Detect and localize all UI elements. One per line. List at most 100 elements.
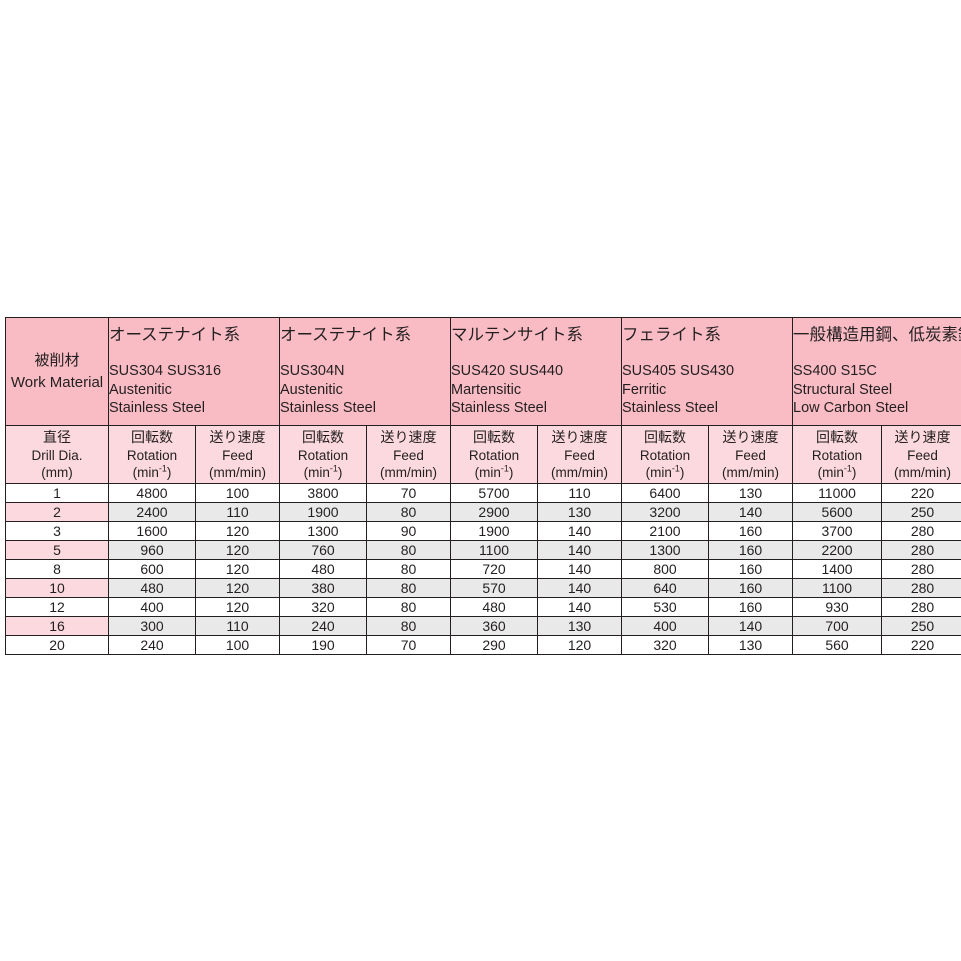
- material-group-1-jp: オーステナイト系: [109, 326, 241, 345]
- work-material-label-jp: 被削材: [34, 351, 80, 369]
- cell-diameter: 10: [5, 577, 109, 598]
- table-row: 1 4800 100 3800 70 5700 110 6400 130 11000 220: [5, 482, 961, 503]
- material-group-5-family: Low Carbon Steel: [793, 400, 909, 417]
- cell-value: 220: [881, 634, 961, 655]
- cell-value: 100: [195, 482, 280, 503]
- cell-value: 140: [707, 615, 794, 636]
- material-group-4-jp: フェライト系: [622, 326, 721, 345]
- cell-value: 80: [366, 615, 451, 636]
- material-group-1-grade: SUS304 SUS316: [109, 362, 222, 379]
- material-group-4-type: Ferritic: [622, 381, 667, 398]
- rotation-label-jp: 回転数: [816, 429, 859, 445]
- column-header-rotation-1: 回転数 Rotation (min-1): [108, 425, 196, 484]
- diameter-label-jp: 直径: [43, 429, 71, 445]
- cell-diameter: 20: [5, 634, 109, 655]
- material-group-3-family: Stainless Steel: [451, 400, 547, 417]
- work-material-header-cell: 被削材 Work Material: [5, 317, 109, 426]
- cell-value: 320: [279, 596, 367, 617]
- cell-value: 100: [195, 634, 280, 655]
- column-header-rotation-5: 回転数 Rotation (min-1): [792, 425, 883, 484]
- rotation-unit: (min-1): [645, 463, 685, 480]
- cell-value: 70: [366, 482, 451, 503]
- material-group-4-grade: SUS405 SUS430: [622, 362, 735, 379]
- cell-value: 2400: [108, 501, 196, 522]
- cell-diameter: 12: [5, 596, 109, 617]
- cell-value: 400: [621, 615, 709, 636]
- cell-value: 280: [881, 596, 961, 617]
- cell-value: 140: [537, 539, 622, 560]
- cell-value: 280: [881, 558, 961, 579]
- material-group-3: マルテンサイト系 SUS420 SUS440 Martensitic Stain…: [450, 317, 622, 426]
- feed-label-jp: 送り速度: [380, 429, 437, 445]
- cell-value: 480: [450, 596, 538, 617]
- column-header-feed-4: 送り速度 Feed (mm/min): [707, 425, 794, 484]
- cell-value: 130: [707, 634, 794, 655]
- cell-value: 120: [195, 558, 280, 579]
- cell-value: 2100: [621, 520, 709, 541]
- cell-value: 1300: [279, 520, 367, 541]
- feed-unit: (mm/min): [722, 464, 779, 480]
- material-group-4: フェライト系 SUS405 SUS430 Ferritic Stainless …: [620, 317, 794, 426]
- material-group-2-grade: SUS304N: [280, 362, 345, 379]
- column-header-feed-3: 送り速度 Feed (mm/min): [537, 425, 622, 484]
- cell-value: 110: [537, 482, 622, 503]
- column-header-rotation-2: 回転数 Rotation (min-1): [279, 425, 367, 484]
- cell-value: 240: [108, 634, 196, 655]
- cell-value: 2900: [450, 501, 538, 522]
- material-group-5: 一般構造用鋼、低炭素鋼 SS400 S15C Structural Steel …: [792, 317, 961, 426]
- rotation-unit: (min-1): [474, 463, 514, 480]
- feed-label-jp: 送り速度: [209, 429, 266, 445]
- cell-value: 110: [195, 615, 280, 636]
- table-row: 2 2400 110 1900 80 2900 130 3200 140 5600 250: [5, 501, 961, 522]
- rotation-label-jp: 回転数: [131, 429, 173, 445]
- material-group-1-family: Stainless Steel: [109, 400, 205, 417]
- column-header-rotation-4: 回転数 Rotation (min-1): [621, 425, 709, 484]
- cell-value: 800: [621, 558, 709, 579]
- work-material-label-en: Work Material: [10, 373, 104, 391]
- cell-value: 70: [366, 634, 451, 655]
- drilling-conditions-table: 被削材 Work Material オーステナイト系 SUS304 SUS316…: [5, 317, 961, 655]
- column-header-diameter: 直径 Drill Dia. (mm): [5, 425, 109, 484]
- cell-value: 120: [195, 539, 280, 560]
- cell-value: 160: [707, 539, 794, 560]
- cell-value: 3800: [279, 482, 367, 503]
- cell-value: 1100: [792, 577, 883, 598]
- feed-unit: (mm/min): [551, 464, 608, 480]
- cell-diameter: 16: [5, 615, 109, 636]
- feed-label-jp: 送り速度: [722, 429, 779, 445]
- cell-value: 290: [450, 634, 538, 655]
- cell-value: 80: [366, 539, 451, 560]
- cell-value: 360: [450, 615, 538, 636]
- cell-value: 120: [537, 634, 622, 655]
- feed-label-en: Feed: [393, 447, 424, 463]
- cell-diameter: 5: [5, 539, 109, 560]
- feed-unit: (mm/min): [209, 464, 266, 480]
- cell-value: 80: [366, 596, 451, 617]
- cell-value: 5600: [792, 501, 883, 522]
- cell-value: 140: [537, 520, 622, 541]
- cell-value: 80: [366, 577, 451, 598]
- table-row: 10 480 120 380 80 570 140 640 160 1100 280: [5, 577, 961, 598]
- material-group-2: オーステナイト系 SUS304N Austenitic Stainless St…: [279, 317, 451, 426]
- table-row: 16 300 110 240 80 360 130 400 140 700 250: [5, 615, 961, 636]
- cell-value: 560: [792, 634, 883, 655]
- feed-unit: (mm/min): [380, 464, 437, 480]
- table-row: 5 960 120 760 80 1100 140 1300 160 2200 280: [5, 539, 961, 560]
- unit-header-row: 直径 Drill Dia. (mm) 回転数 Rotation (min-1) …: [5, 425, 961, 484]
- cell-value: 760: [279, 539, 367, 560]
- rotation-label-jp: 回転数: [302, 429, 344, 445]
- cell-value: 530: [621, 596, 709, 617]
- cell-value: 3700: [792, 520, 883, 541]
- drilling-conditions-table-wrapper: 被削材 Work Material オーステナイト系 SUS304 SUS316…: [5, 317, 961, 655]
- cell-value: 160: [707, 558, 794, 579]
- cell-value: 1300: [621, 539, 709, 560]
- cell-value: 400: [108, 596, 196, 617]
- cell-value: 380: [279, 577, 367, 598]
- rotation-label-en: Rotation: [468, 447, 520, 463]
- rotation-unit: (min-1): [817, 463, 857, 480]
- cell-value: 11000: [792, 482, 883, 503]
- cell-value: 160: [707, 596, 794, 617]
- cell-value: 960: [108, 539, 196, 560]
- cell-value: 140: [707, 501, 794, 522]
- cell-value: 240: [279, 615, 367, 636]
